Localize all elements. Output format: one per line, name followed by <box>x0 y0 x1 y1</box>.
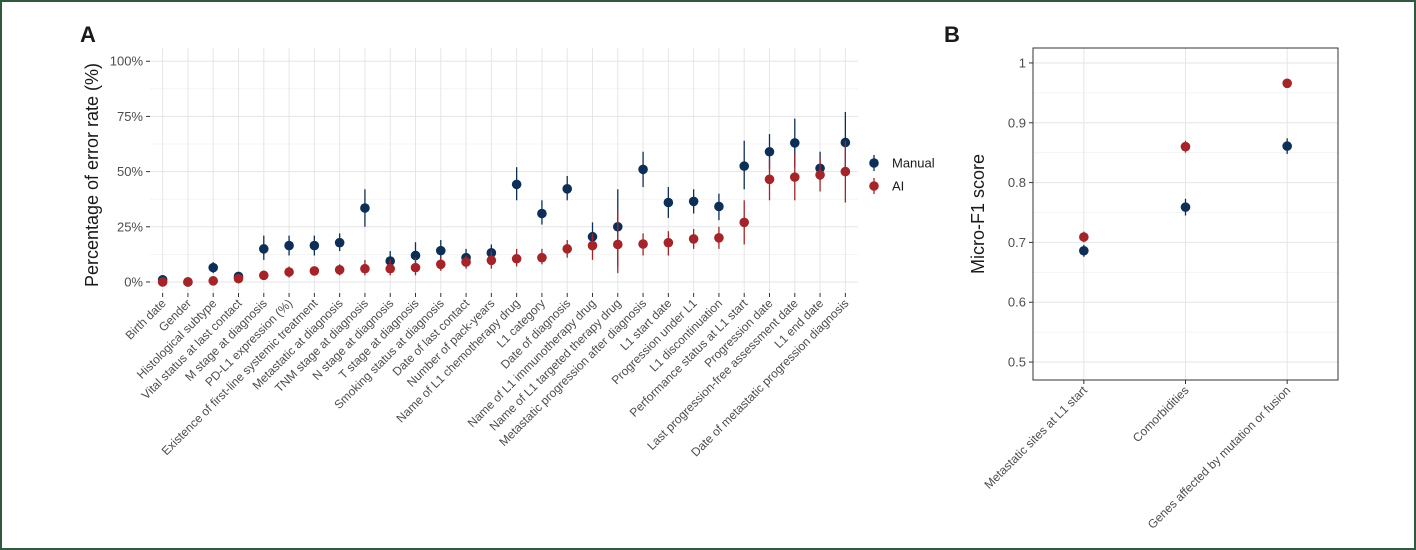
point-manual-smoking-status-at-diagnosis <box>435 245 446 256</box>
point-manual-l1-start-date <box>663 197 674 208</box>
series-ai <box>157 140 851 287</box>
y-tick-label: 0.9 <box>1008 115 1026 130</box>
panel-a-grid <box>150 48 858 293</box>
panel-b-marks <box>1079 78 1292 257</box>
point-ai-n-stage-at-diagnosis <box>385 263 396 274</box>
point-manual-metastatic-at-diagnosis <box>334 237 345 248</box>
point-ai-name-of-l1-targeted-therapy-drug <box>612 239 623 250</box>
point-ai-existence-of-first-line-systemic-treatment <box>309 266 320 276</box>
point-ai-progression-under-l1 <box>688 234 699 244</box>
point-ai-number-of-pack-years <box>486 255 497 266</box>
point-ai-pd-l1-expression <box>284 267 294 277</box>
panel-a-marks <box>157 112 851 287</box>
point-ai-gender <box>183 277 193 287</box>
point-ai-performance-status-at-l1-start <box>739 217 750 228</box>
y-tick-label: 0% <box>124 274 143 289</box>
legend-label-manual: Manual <box>892 156 935 171</box>
panel-b-y-axis-title: Micro-F1 score <box>968 154 988 274</box>
panel-a-y-ticks: 0% 25% 50% 75% 100% <box>110 54 150 289</box>
panel-b: B 0.5 0.6 0.7 0.8 0.9 1 Metastatic sites at L… <box>944 22 1339 532</box>
point-manual-l1-category <box>537 208 547 219</box>
point-manual-progression-under-l1 <box>688 196 699 207</box>
point-ai-vital-status-at-last-contact <box>233 273 244 284</box>
point-ai-comorbidities <box>1180 141 1191 152</box>
x-tick-label-metastatic-sites-at-l1-start: Metastatic sites at L1 start <box>981 383 1090 492</box>
series-ai <box>1079 78 1292 243</box>
point-ai-name-of-l1-immunotherapy-drug <box>587 240 598 251</box>
point-ai-l1-category <box>537 252 547 263</box>
point-manual-existence-of-first-line-systemic-treatment <box>309 240 320 251</box>
series-manual <box>1079 138 1292 257</box>
point-ai-l1-end-date <box>815 170 825 180</box>
y-tick-label: 0.6 <box>1008 295 1026 310</box>
point-manual-m-stage-at-diagnosis <box>258 244 269 254</box>
y-tick-label: 75% <box>117 109 143 124</box>
point-ai-genes-affected-by-mutation-or-fusion <box>1282 78 1292 89</box>
panel-a-tag: A <box>80 22 96 47</box>
point-manual-metastatic-sites-at-l1-start <box>1079 245 1089 256</box>
point-ai-metastatic-at-diagnosis <box>334 265 345 275</box>
point-ai-metastatic-progression-after-diagnosis <box>638 239 648 249</box>
panel-b-y-ticks: 0.5 0.6 0.7 0.8 0.9 1 <box>1008 55 1033 370</box>
point-manual-pd-l1-expression <box>284 240 294 251</box>
point-ai-date-of-diagnosis <box>562 244 573 254</box>
point-ai-name-of-l1-chemotherapy-drug <box>511 253 522 264</box>
point-manual-progression-date <box>764 146 775 157</box>
y-tick-label: 0.8 <box>1008 175 1026 190</box>
point-ai-last-progression-free-assessment-date <box>789 172 800 182</box>
panel-b-x-ticks: Metastatic sites at L1 start Comorbiditie… <box>981 380 1293 532</box>
legend-label-ai: AI <box>892 179 904 194</box>
y-tick-label: 50% <box>117 164 143 179</box>
point-ai-date-of-last-contact <box>461 257 471 267</box>
point-ai-tnm-stage-at-diagnosis <box>360 263 370 274</box>
point-manual-comorbidities <box>1180 202 1191 212</box>
legend-key-ai <box>869 181 879 191</box>
point-ai-metastatic-sites-at-l1-start <box>1079 232 1089 242</box>
point-ai-m-stage-at-diagnosis <box>258 270 269 281</box>
point-manual-t-stage-at-diagnosis <box>410 250 421 261</box>
point-manual-histological-subtype <box>208 262 219 273</box>
point-manual-l1-discontinuation <box>714 201 724 212</box>
point-manual-genes-affected-by-mutation-or-fusion <box>1282 141 1292 151</box>
panel-a: A 0% 25% 50% 75% 100% Birth dateGenderHistol… <box>80 22 935 459</box>
y-tick-label: 0.5 <box>1008 355 1026 370</box>
y-tick-label: 25% <box>117 219 143 234</box>
point-ai-date-of-metastatic-progression-diagnosis <box>840 166 851 177</box>
point-ai-histological-subtype <box>208 276 219 286</box>
panel-b-tag: B <box>944 22 960 47</box>
point-manual-tnm-stage-at-diagnosis <box>360 203 370 213</box>
x-tick-label-comorbidities: Comorbidities <box>1130 383 1192 445</box>
point-manual-name-of-l1-chemotherapy-drug <box>511 179 522 190</box>
point-ai-progression-date <box>764 174 775 185</box>
point-manual-metastatic-progression-after-diagnosis <box>638 164 648 175</box>
point-manual-performance-status-at-l1-start <box>739 161 750 171</box>
point-ai-birth-date <box>157 277 168 287</box>
y-tick-label: 0.7 <box>1008 235 1026 250</box>
point-ai-l1-discontinuation <box>714 233 724 243</box>
point-manual-last-progression-free-assessment-date <box>789 138 800 148</box>
y-tick-label: 1 <box>1019 55 1026 70</box>
point-ai-smoking-status-at-diagnosis <box>435 259 446 270</box>
panel-a-y-axis-title: Percentage of error rate (%) <box>82 63 102 287</box>
point-ai-l1-start-date <box>663 237 674 248</box>
point-manual-date-of-diagnosis <box>562 184 573 194</box>
legend-key-manual <box>869 158 879 168</box>
panel-a-legend: Manual AI <box>869 155 935 194</box>
point-ai-t-stage-at-diagnosis <box>410 262 421 273</box>
y-tick-label: 100% <box>110 54 144 69</box>
